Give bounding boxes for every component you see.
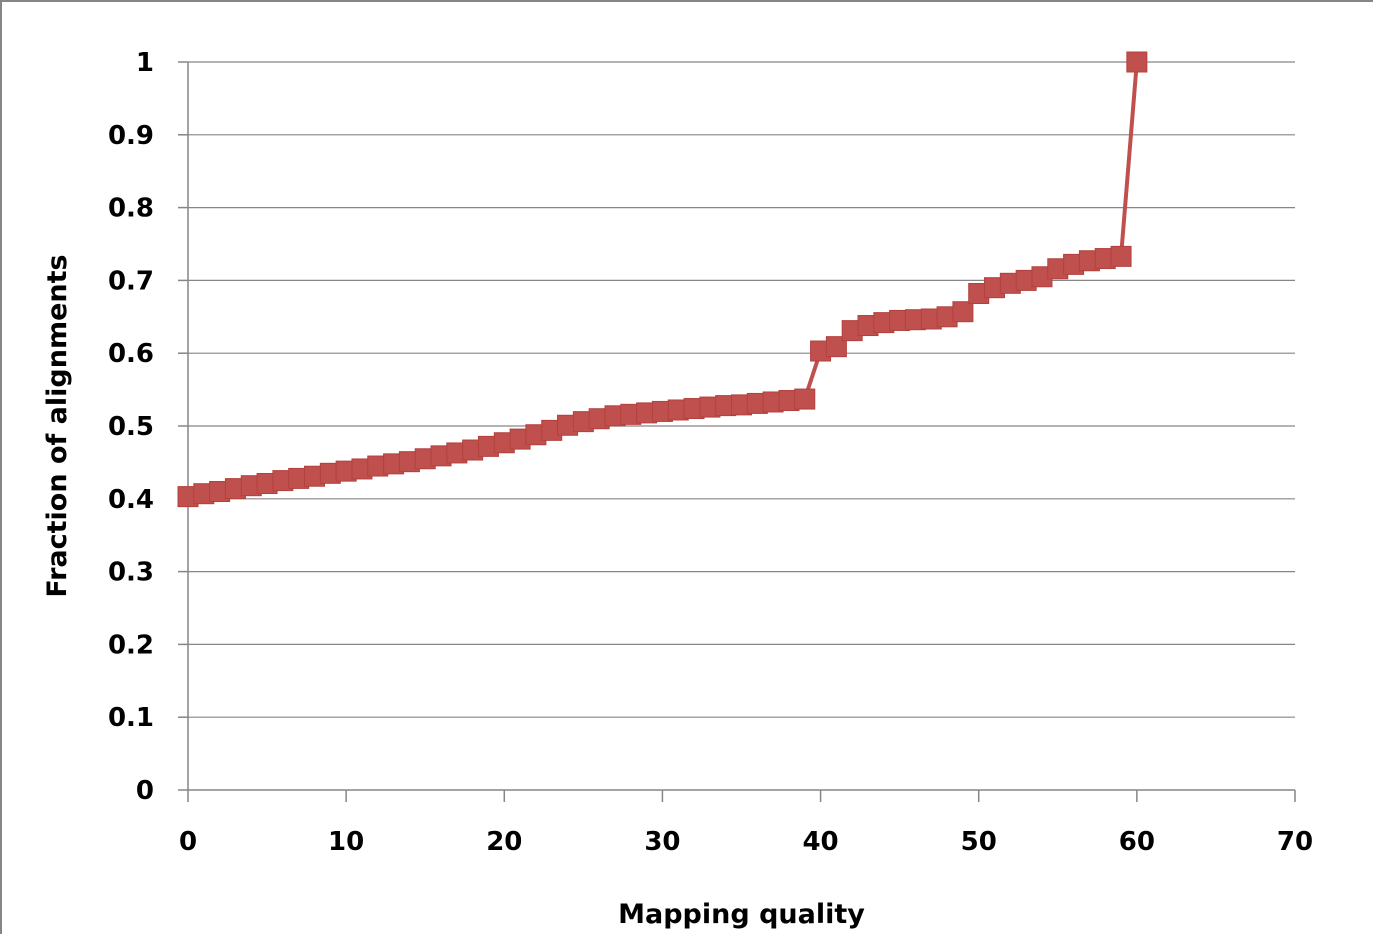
y-tick-label: 0.5 <box>108 412 154 442</box>
plot-area <box>177 51 1148 508</box>
y-tick-label: 1 <box>136 48 154 78</box>
y-tick-label: 0.8 <box>108 194 154 224</box>
x-tick-label: 50 <box>961 827 997 857</box>
x-tick-label: 0 <box>179 827 197 857</box>
y-tick-label: 0.4 <box>108 485 154 515</box>
y-tick-label: 0.2 <box>108 630 154 660</box>
data-point <box>1110 245 1132 267</box>
y-tick-label: 0.6 <box>108 339 154 369</box>
y-tick-label: 0.3 <box>108 558 154 588</box>
x-tick-label: 10 <box>328 827 364 857</box>
data-point <box>1126 51 1148 73</box>
data-point <box>825 336 847 358</box>
y-tick-label: 0.1 <box>108 703 154 733</box>
x-tick-label: 40 <box>802 827 838 857</box>
axes <box>178 61 1296 802</box>
y-tick-label: 0.7 <box>108 266 154 296</box>
x-axis-title: Mapping quality <box>618 899 865 930</box>
x-tick-label: 20 <box>486 827 522 857</box>
y-axis-title: Fraction of alignments <box>42 254 73 597</box>
data-point <box>794 388 816 410</box>
x-tick-label: 30 <box>644 827 680 857</box>
data-point <box>952 301 974 323</box>
x-tick-label: 60 <box>1119 827 1155 857</box>
x-tick-label: 70 <box>1277 827 1313 857</box>
tick-labels: 00.10.20.30.40.50.60.70.80.910 10 20 30 40 50… <box>108 48 1313 857</box>
grid-lines <box>188 61 1295 718</box>
y-tick-label: 0 <box>136 776 154 806</box>
y-tick-label: 0.9 <box>108 121 154 151</box>
